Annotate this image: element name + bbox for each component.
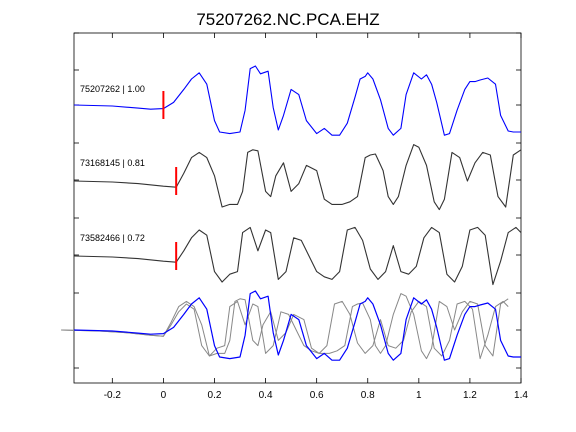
x-tick-label: 0.6 [310,390,324,401]
trace-labels: 75207262 | 1.00 73168145 | 0.81 73582466… [80,84,145,243]
x-tick-label: 0 [161,390,167,401]
x-tick-label: 1.2 [463,390,477,401]
plot-frame [73,32,522,384]
traces [61,65,522,361]
x-axis: -0.2 0 0.2 0.4 0.6 0.8 1 1.2 1.4 [104,33,528,401]
overlay-trace-1 [73,290,521,361]
x-tick-label: -0.2 [104,390,122,401]
y-axis-ticks [74,32,521,369]
trace-line-2 [73,144,522,211]
chart-title: 75207262.NC.PCA.EHZ [196,10,379,29]
trace-label-2: 73168145 | 0.81 [80,158,145,168]
x-tick-label: 0.4 [259,390,273,401]
trace-label-3: 73582466 | 0.72 [80,233,145,243]
x-tick-label: 1.4 [514,390,528,401]
x-tick-label: 0.2 [208,390,222,401]
trace-line-3 [73,226,522,286]
x-tick-label: 0.8 [361,390,375,401]
trace-label-1: 75207262 | 1.00 [80,84,145,94]
trace-line-1 [73,65,521,136]
x-tick-label: 1 [416,390,422,401]
overlay-trace-3 [61,300,509,360]
